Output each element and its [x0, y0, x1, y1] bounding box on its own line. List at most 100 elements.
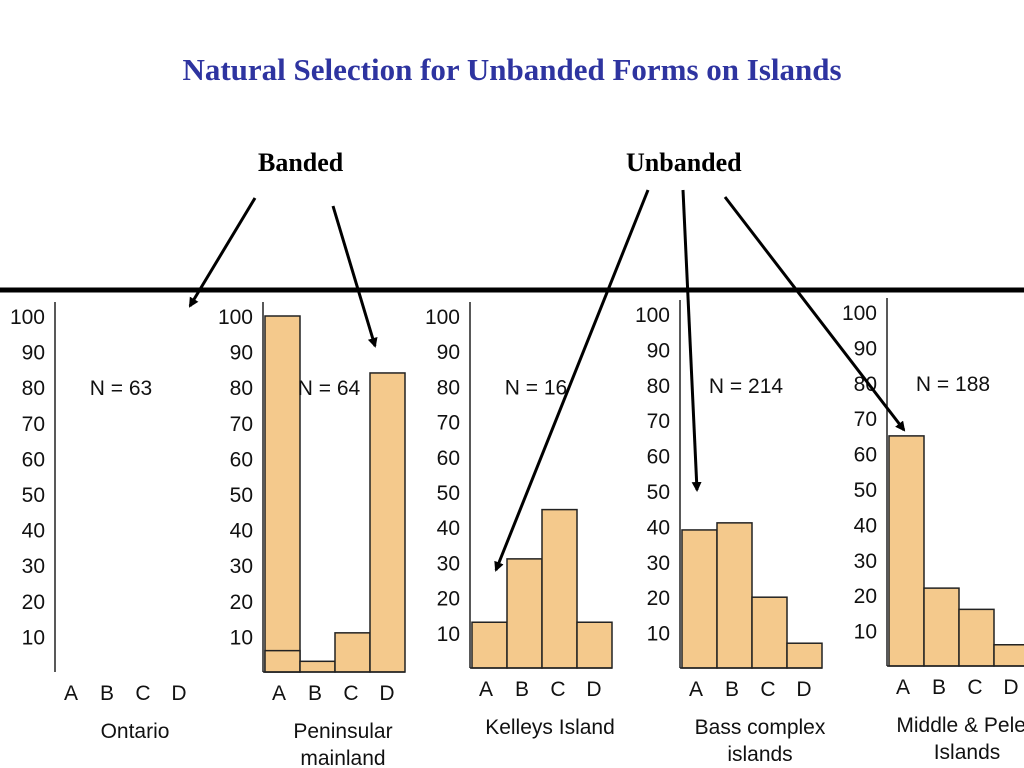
bar-B [299, 660, 336, 673]
x-tick-label: C [550, 678, 565, 701]
x-tick-label: C [760, 678, 775, 701]
panel-title: islands [727, 743, 792, 766]
y-tick-label: 10 [647, 623, 670, 646]
unbanded-callout-label: Unbanded [626, 148, 742, 177]
y-tick-label: 90 [854, 337, 877, 360]
y-tick-label: 60 [647, 446, 670, 469]
y-tick-label: 100 [842, 302, 877, 325]
x-tick-label: B [725, 678, 739, 701]
bar-A [471, 621, 508, 669]
callout-arrow [494, 189, 650, 572]
y-tick-label: 30 [230, 555, 253, 578]
y-tick-label: 60 [854, 444, 877, 467]
y-tick-label: 80 [437, 376, 460, 399]
y-tick-label: 20 [647, 587, 670, 610]
bar-C [958, 608, 995, 667]
panel-title: Kelleys Island [485, 716, 615, 739]
y-tick-label: 60 [437, 447, 460, 470]
sample-size-label: N = 214 [709, 375, 783, 398]
histogram-panel-5: 10 20 30 40 50 60 70 80 90 100 A B C D N = 188 Middle &… [842, 298, 1024, 764]
y-tick-label: 10 [437, 623, 460, 646]
x-tick-label: B [100, 682, 114, 705]
y-tick-label: 100 [635, 304, 670, 327]
panel-title: Middle & Pelee [896, 714, 1024, 737]
y-tick-label: 10 [230, 626, 253, 649]
x-tick-label: A [479, 678, 493, 701]
x-tick-label: B [515, 678, 529, 701]
bar-C [751, 596, 788, 669]
sample-size-label: N = 16 [505, 376, 567, 399]
y-tick-label: 70 [647, 410, 670, 433]
y-tick-label: 100 [218, 306, 253, 329]
y-tick-label: 40 [22, 520, 45, 543]
callout-arrows [188, 189, 906, 572]
x-tick-label: B [932, 676, 946, 699]
callout-arrow [681, 189, 702, 492]
panel-title: mainland [300, 747, 385, 768]
y-tick-label: 70 [854, 408, 877, 431]
y-tick-label: 40 [854, 514, 877, 537]
bar-D [993, 644, 1024, 667]
y-tick-label: 80 [230, 377, 253, 400]
y-tick-label: 10 [854, 621, 877, 644]
y-tick-label: 40 [647, 516, 670, 539]
panel-title: Islands [934, 741, 1001, 764]
banded-callout-label: Banded [258, 148, 344, 177]
sample-size-label: N = 63 [90, 377, 152, 400]
y-tick-label: 40 [437, 517, 460, 540]
y-tick-label: 70 [22, 413, 45, 436]
x-tick-label: C [343, 682, 358, 705]
panel-title: Ontario [101, 720, 170, 743]
callout-arrow [723, 196, 906, 432]
bar-A [681, 529, 718, 669]
bar-D [786, 642, 823, 669]
bar-B [716, 522, 753, 669]
y-tick-label: 20 [854, 585, 877, 608]
callout-arrow [188, 197, 257, 308]
y-tick-label: 20 [230, 591, 253, 614]
y-tick-label: 50 [22, 484, 45, 507]
bar-D [369, 372, 406, 673]
y-tick-label: 10 [22, 626, 45, 649]
y-tick-label: 70 [230, 413, 253, 436]
panel-title: Peninsular [293, 720, 392, 743]
y-tick-label: 60 [22, 448, 45, 471]
y-tick-label: 60 [230, 448, 253, 471]
y-tick-label: 50 [230, 484, 253, 507]
y-tick-label: 30 [437, 552, 460, 575]
histogram-panel-3: 10 20 30 40 50 60 70 80 90 100 A B C D N = 16 Kelleys I… [425, 302, 615, 739]
bar-D [576, 621, 613, 669]
y-tick-label: 100 [425, 306, 460, 329]
bar-D [264, 315, 301, 673]
y-tick-label: 20 [437, 588, 460, 611]
x-tick-label: D [379, 682, 394, 705]
bar-A [888, 435, 925, 667]
y-tick-label: 80 [647, 375, 670, 398]
y-tick-label: 30 [22, 555, 45, 578]
x-tick-label: A [896, 676, 910, 699]
y-tick-label: 50 [647, 481, 670, 504]
x-tick-label: D [171, 682, 186, 705]
y-tick-label: 70 [437, 412, 460, 435]
bar-C [541, 508, 578, 669]
y-tick-label: 80 [22, 377, 45, 400]
x-tick-label: D [586, 678, 601, 701]
y-tick-label: 40 [230, 520, 253, 543]
panel-title: Bass complex [695, 716, 826, 739]
y-tick-label: 90 [22, 342, 45, 365]
y-tick-label: 80 [854, 373, 877, 396]
bar-B [506, 558, 543, 669]
x-tick-label: D [796, 678, 811, 701]
y-tick-label: 30 [647, 552, 670, 575]
y-tick-label: 20 [22, 591, 45, 614]
y-tick-label: 100 [10, 306, 45, 329]
slide-title: Natural Selection for Unbanded Forms on … [182, 52, 842, 87]
x-tick-label: D [1003, 676, 1018, 699]
y-tick-label: 90 [647, 339, 670, 362]
x-tick-label: A [272, 682, 286, 705]
x-tick-label: A [689, 678, 703, 701]
y-tick-label: 30 [854, 550, 877, 573]
bar-B [923, 587, 960, 667]
